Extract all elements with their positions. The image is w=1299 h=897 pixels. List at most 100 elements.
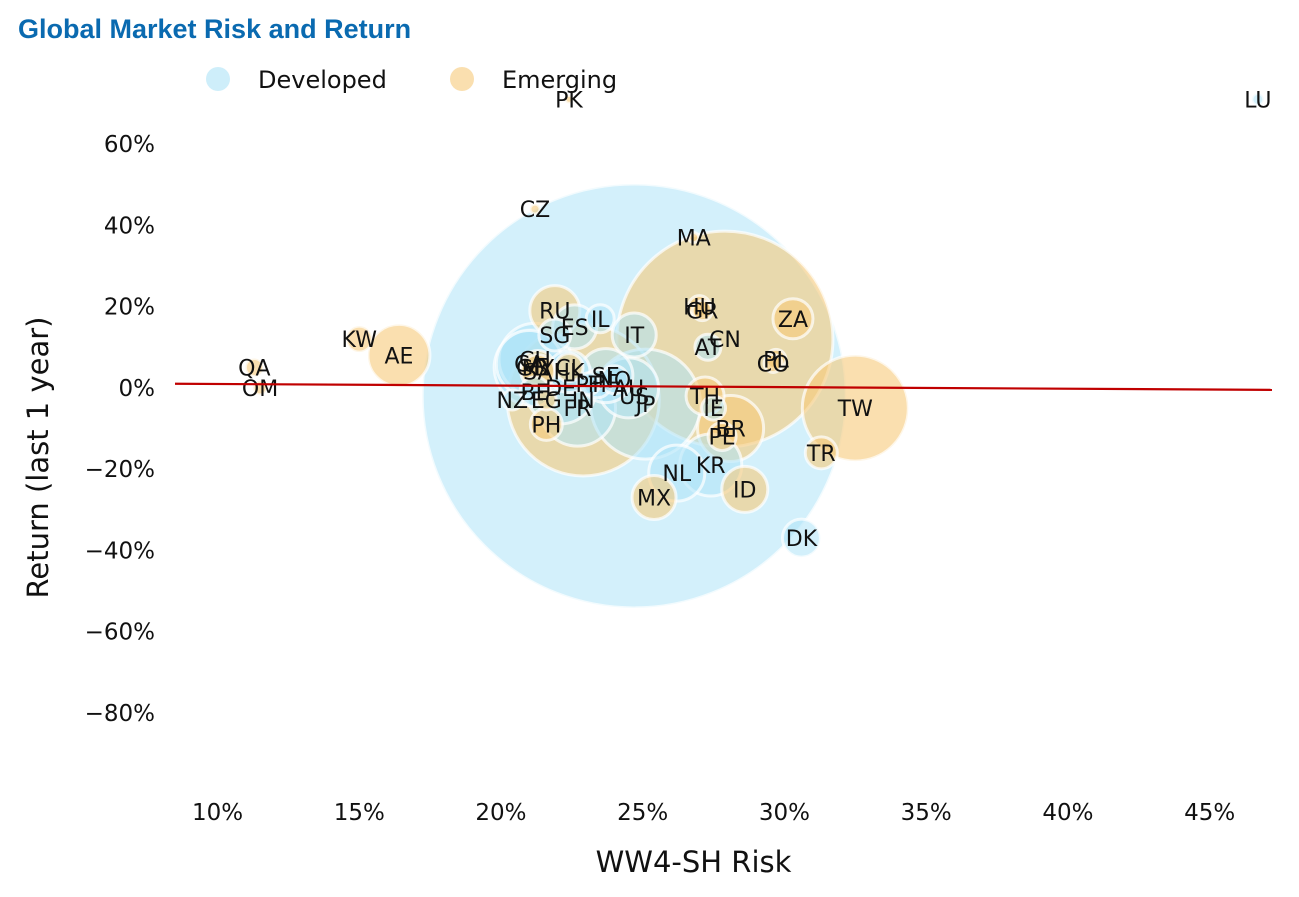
x-tick-label: 35%	[901, 800, 952, 826]
bubble-label-ma: MA	[677, 227, 711, 252]
bubble-label-my: MY	[522, 357, 555, 382]
bubble-at	[693, 332, 723, 362]
bubble-label-ae: AE	[384, 344, 413, 369]
x-tick-label: 40%	[1042, 800, 1093, 826]
bubble-label-no: NO	[597, 369, 631, 394]
y-tick-label: 60%	[104, 132, 155, 158]
bubble-label-tr: TR	[806, 442, 836, 467]
bubble-label-ie: IE	[703, 397, 723, 422]
bubble-label-gb: GB	[516, 357, 548, 382]
bubble-label-jp: JP	[634, 393, 656, 418]
bubble-label-sg: SG	[539, 324, 570, 349]
y-tick-label: 20%	[104, 295, 155, 321]
chart-title: Global Market Risk and Return	[18, 14, 412, 44]
legend-label-emerging: Emerging	[502, 66, 617, 94]
bubble-label-pl: PL	[763, 348, 789, 373]
bubble-pe	[706, 421, 738, 453]
bubble-label-at: AT	[695, 336, 722, 361]
bubble-label-gr: GR	[686, 300, 718, 325]
bubble-label-ch: CH	[519, 348, 551, 373]
legend-marker-developed	[206, 67, 230, 91]
bubble-label-de: DE	[545, 377, 576, 402]
y-tick-label: −20%	[85, 457, 155, 483]
y-tick-label: −60%	[85, 620, 155, 646]
bubble-label-id: ID	[733, 478, 756, 503]
bubble-za	[771, 297, 815, 341]
legend-marker-emerging	[450, 67, 474, 91]
bubble-kw	[344, 324, 374, 354]
bubble-label-kr: KR	[696, 454, 726, 479]
x-tick-label: 45%	[1184, 800, 1235, 826]
x-tick-label: 25%	[617, 800, 668, 826]
bubble-tr	[803, 435, 839, 471]
bubble-il	[584, 303, 616, 335]
bubble-label-eg: EG	[531, 389, 562, 414]
legend: Developed Emerging	[206, 66, 617, 94]
bubble-label-ca: CA	[514, 352, 544, 377]
y-tick-label: 40%	[104, 213, 155, 239]
y-axis-title: Return (last 1 year)	[21, 317, 55, 599]
x-tick-label: 15%	[334, 800, 385, 826]
y-tick-label: −40%	[85, 538, 155, 564]
bubble-label-kw: KW	[342, 328, 378, 353]
bubble-label-za: ZA	[778, 308, 808, 333]
bubble-id	[720, 464, 770, 514]
bubble-label-it: IT	[624, 324, 644, 349]
bubble-label-ph: PH	[531, 413, 561, 438]
bubble-label-cz: CZ	[520, 198, 550, 223]
bubble-label-sa: SA	[523, 361, 552, 386]
axes-layer: 10% 15% 20% 25% 30% 35% 40% 45% 60% 40% 20% 0% −20% −…	[21, 132, 1235, 879]
bubble-nz	[500, 388, 524, 412]
x-tick-label: 10%	[192, 800, 243, 826]
bubble-tw	[800, 353, 910, 463]
x-tick-label: 20%	[475, 800, 526, 826]
bubble-label-cl: CL	[555, 357, 583, 382]
bubble-pk	[563, 93, 575, 105]
bubble-label-nz: NZ	[497, 389, 529, 414]
bubble-lu	[1250, 91, 1266, 107]
bubble-mx	[630, 474, 678, 521]
bubble-label-mx: MX	[637, 487, 671, 512]
y-tick-label: −80%	[85, 701, 155, 727]
bubble-label-ru: RU	[539, 300, 570, 325]
y-tick-label: 0%	[119, 376, 156, 402]
bubble-label-pk: PK	[555, 88, 583, 113]
bubble-cl	[553, 352, 585, 383]
bubble-label-es: ES	[561, 316, 589, 341]
bubble-co	[762, 352, 784, 374]
bubble-ae	[366, 322, 432, 388]
trend-line	[174, 382, 1273, 391]
bubble-eg	[534, 388, 558, 412]
bubble-pt	[576, 371, 602, 397]
bubble-label-in: IN	[572, 389, 595, 414]
bubble-label-nl: NL	[662, 462, 691, 487]
bubble-label-hk: HK	[554, 361, 586, 386]
bubble-label-il: IL	[591, 308, 610, 333]
bubble-label-th: TH	[689, 385, 720, 410]
bubble-label-us: US	[619, 385, 649, 410]
bubble-gr	[690, 299, 714, 323]
bubble-dk	[780, 517, 822, 559]
bubble-label-au: AU	[613, 377, 644, 402]
bubble-it	[610, 311, 658, 359]
bubble-label-om: OM	[242, 377, 278, 402]
bubble-label-co: CO	[757, 352, 790, 377]
bubble-sg	[537, 317, 573, 353]
x-axis-title: WW4-SH Risk	[596, 845, 792, 879]
bubble-ma	[687, 231, 701, 244]
bubble-ie	[700, 394, 728, 422]
bubble-label-lu: LU	[1244, 88, 1271, 113]
bubble-cz	[528, 202, 542, 216]
bubble-label-pe: PE	[708, 426, 735, 451]
bubble-label-hu: HU	[683, 296, 716, 321]
bubbles-layer	[243, 91, 1266, 610]
trend-line-layer	[174, 382, 1273, 391]
bubble-label-fr: FR	[564, 397, 592, 422]
bubble-label-br: BR	[715, 417, 745, 442]
bubble-label-dk: DK	[786, 527, 818, 552]
bubble-label-tw: TW	[837, 397, 873, 422]
x-tick-label: 30%	[759, 800, 810, 826]
